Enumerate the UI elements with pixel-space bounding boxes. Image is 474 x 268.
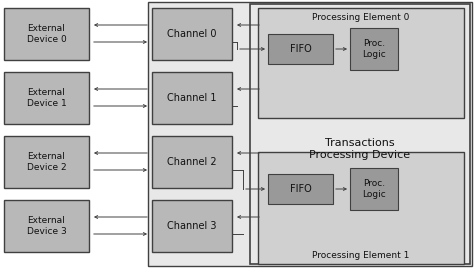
Text: Transactions
Processing Device: Transactions Processing Device <box>310 138 410 160</box>
Text: FIFO: FIFO <box>290 44 311 54</box>
Text: External
Device 2: External Device 2 <box>27 152 66 172</box>
Bar <box>4 72 89 124</box>
Text: Proc.
Logic: Proc. Logic <box>362 179 386 199</box>
Text: Channel 0: Channel 0 <box>167 29 217 39</box>
Bar <box>4 200 89 252</box>
Bar <box>152 200 232 252</box>
Bar <box>152 136 232 188</box>
Text: Processing Element 0: Processing Element 0 <box>312 13 410 21</box>
Bar <box>152 72 232 124</box>
Text: External
Device 3: External Device 3 <box>27 216 66 236</box>
Text: Channel 2: Channel 2 <box>167 157 217 167</box>
Text: External
Device 0: External Device 0 <box>27 24 66 44</box>
Bar <box>268 34 333 64</box>
Bar <box>350 28 398 70</box>
Bar <box>4 8 89 60</box>
Bar <box>250 4 470 264</box>
Text: Channel 1: Channel 1 <box>167 93 217 103</box>
Text: Channel 3: Channel 3 <box>167 221 217 231</box>
Bar <box>148 2 472 266</box>
Bar <box>258 152 464 264</box>
Text: External
Device 1: External Device 1 <box>27 88 66 108</box>
Bar <box>258 8 464 118</box>
Bar <box>4 136 89 188</box>
Bar <box>268 174 333 204</box>
Text: Proc.
Logic: Proc. Logic <box>362 39 386 59</box>
Text: FIFO: FIFO <box>290 184 311 194</box>
Bar <box>350 168 398 210</box>
Bar <box>152 8 232 60</box>
Text: Processing Element 1: Processing Element 1 <box>312 251 410 259</box>
